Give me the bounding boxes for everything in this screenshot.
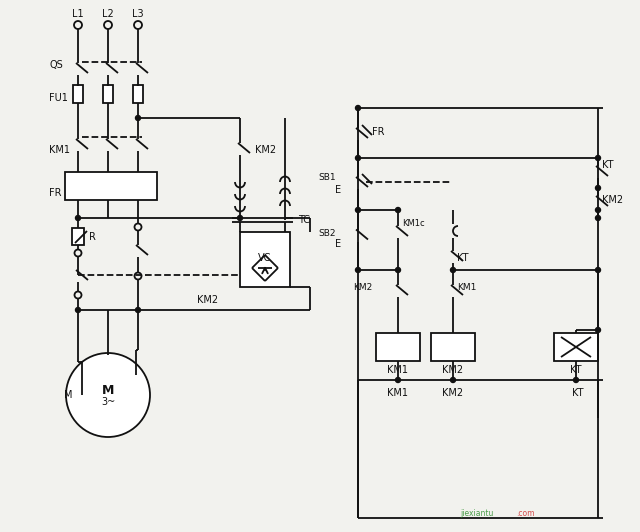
Text: FU1: FU1: [49, 93, 68, 103]
Circle shape: [396, 207, 401, 212]
Bar: [431, 333, 475, 361]
Circle shape: [74, 292, 81, 298]
Circle shape: [134, 272, 141, 279]
Text: M: M: [64, 390, 72, 400]
Text: E: E: [335, 239, 341, 249]
Bar: [72, 228, 84, 245]
Text: SB1: SB1: [318, 173, 336, 182]
Circle shape: [451, 378, 456, 383]
Bar: [554, 333, 598, 361]
Bar: [103, 85, 113, 103]
Text: L2: L2: [102, 9, 114, 19]
Text: VC: VC: [259, 253, 272, 263]
Circle shape: [136, 307, 141, 312]
Circle shape: [76, 215, 81, 220]
Text: M: M: [102, 384, 114, 396]
Circle shape: [595, 328, 600, 332]
Text: KT: KT: [572, 388, 584, 398]
Text: KT: KT: [602, 160, 614, 170]
Text: KM2: KM2: [197, 295, 219, 305]
Bar: [240, 232, 290, 287]
Circle shape: [595, 207, 600, 212]
Circle shape: [237, 215, 243, 220]
Bar: [73, 85, 83, 103]
Circle shape: [355, 155, 360, 161]
Circle shape: [136, 115, 141, 121]
Circle shape: [396, 378, 401, 383]
Circle shape: [451, 268, 456, 272]
Text: KM2: KM2: [442, 365, 463, 375]
Text: KM2: KM2: [602, 195, 623, 205]
Text: FR: FR: [372, 127, 385, 137]
Circle shape: [396, 268, 401, 272]
Text: KM1: KM1: [49, 145, 70, 155]
Circle shape: [595, 268, 600, 272]
Text: SB2: SB2: [319, 229, 336, 237]
Circle shape: [134, 21, 142, 29]
Circle shape: [573, 378, 579, 383]
Text: TC: TC: [298, 215, 310, 225]
Circle shape: [355, 268, 360, 272]
Text: KM2: KM2: [442, 388, 463, 398]
Bar: [65, 172, 157, 200]
Text: R: R: [88, 232, 95, 242]
Circle shape: [134, 223, 141, 230]
Text: L1: L1: [72, 9, 84, 19]
Circle shape: [595, 186, 600, 190]
Circle shape: [66, 353, 150, 437]
Circle shape: [74, 21, 82, 29]
Text: KM1c: KM1c: [402, 220, 424, 229]
Circle shape: [74, 250, 81, 256]
Text: KM1: KM1: [387, 365, 408, 375]
Bar: [133, 85, 143, 103]
Text: jiexiantu: jiexiantu: [460, 509, 493, 518]
Circle shape: [104, 21, 112, 29]
Text: 3~: 3~: [101, 397, 115, 407]
Circle shape: [595, 215, 600, 220]
Text: KT: KT: [570, 365, 582, 375]
Text: L3: L3: [132, 9, 144, 19]
Circle shape: [76, 307, 81, 312]
Text: E: E: [335, 185, 341, 195]
Circle shape: [355, 105, 360, 111]
Text: KM1: KM1: [457, 284, 476, 293]
Circle shape: [355, 207, 360, 212]
Text: .com: .com: [516, 509, 534, 518]
Text: KT: KT: [457, 253, 468, 263]
Text: QS: QS: [50, 60, 64, 70]
Bar: [376, 333, 420, 361]
Circle shape: [595, 155, 600, 161]
Text: KM1: KM1: [387, 388, 408, 398]
Text: FR: FR: [49, 188, 61, 198]
Text: KM2: KM2: [255, 145, 276, 155]
Text: KM2: KM2: [353, 284, 372, 293]
